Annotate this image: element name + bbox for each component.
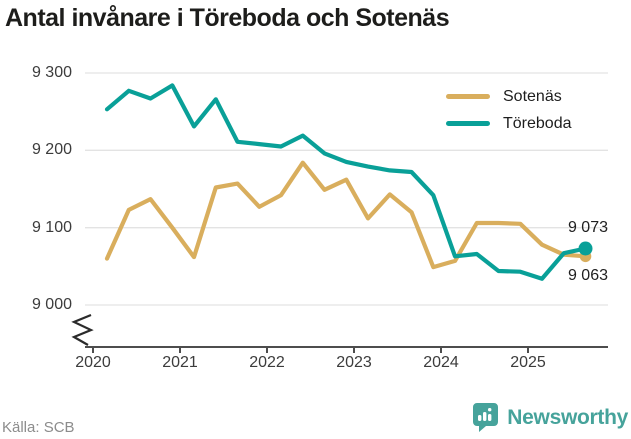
y-axis-tick-label: 9 000 <box>31 296 72 313</box>
legend-swatch-sotenas <box>446 94 490 99</box>
legend-swatch-toreboda <box>446 121 490 126</box>
end-value-label-toreboda: 9 073 <box>567 219 608 236</box>
y-axis-tick-label: 9 100 <box>31 218 72 236</box>
axis-break-icon <box>71 313 94 346</box>
legend-label-sotenas: Sotenäs <box>503 87 562 105</box>
series-line-sotenas <box>104 160 588 270</box>
y-axis-tick-label: 9 200 <box>31 141 72 159</box>
end-value-label-sotenas: 9 063 <box>567 267 608 284</box>
brand-name: Newsworthy <box>507 405 628 429</box>
x-axis-tick-label: 2020 <box>75 354 111 371</box>
chart-title: Antal invånare i Töreboda och Sotenäs <box>5 4 450 32</box>
source-credit: Källa: SCB <box>2 419 75 436</box>
x-axis-tick-label: 2024 <box>423 354 459 371</box>
bar-chart-badge-icon <box>473 403 499 432</box>
x-axis-tick-label: 2022 <box>249 354 285 371</box>
series-line-toreboda <box>104 83 588 281</box>
newsworthy-branding: Newsworthy <box>472 402 628 433</box>
x-axis-tick-label: 2021 <box>162 354 198 371</box>
legend-item-sotenas: Sotenäs <box>446 83 572 110</box>
legend-label-toreboda: Töreboda <box>503 114 572 132</box>
series-end-dot-toreboda <box>578 241 593 256</box>
x-axis-tick-label: 2023 <box>336 354 372 371</box>
y-axis-tick-label: 9 300 <box>31 64 72 81</box>
chart-legend: Sotenäs Töreboda <box>446 83 572 137</box>
legend-item-toreboda: Töreboda <box>446 110 572 137</box>
x-axis-tick-label: 2025 <box>510 354 546 371</box>
